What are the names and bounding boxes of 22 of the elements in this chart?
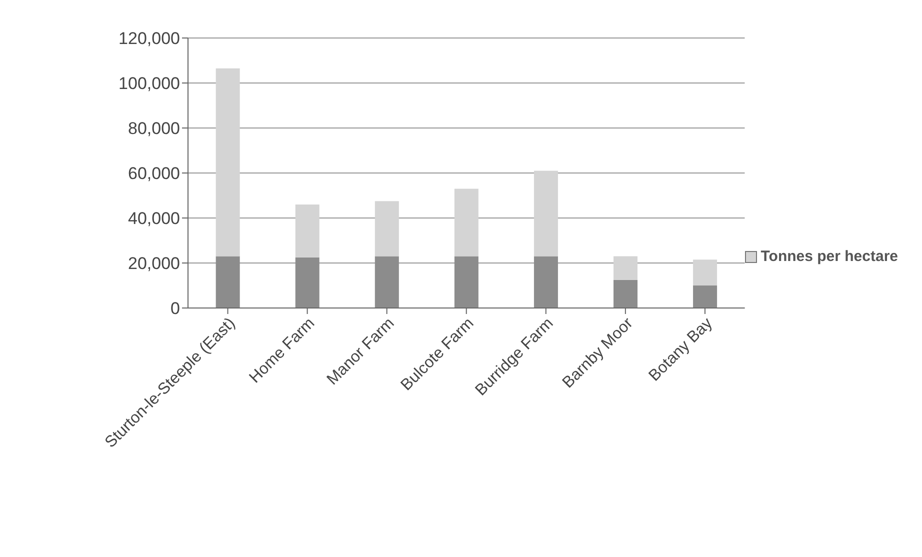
bar [295, 257, 320, 308]
bar [534, 256, 558, 308]
bar [693, 260, 718, 286]
y-tick-label: 60,000 [128, 164, 180, 184]
bar [216, 256, 240, 308]
legend-label: Tonnes per hectare [760, 248, 898, 265]
y-tick-label: 40,000 [128, 209, 180, 228]
bar [614, 280, 638, 308]
bar [534, 170, 558, 256]
bar [454, 256, 478, 308]
bar [693, 286, 718, 308]
y-tick-label: 0 [170, 299, 180, 318]
bar [295, 204, 320, 258]
y-tick-label: 120,000 [118, 29, 180, 48]
y-tick-label: 20,000 [128, 254, 180, 274]
bar [614, 256, 638, 280]
y-tick-label: 80,000 [128, 119, 180, 138]
bar [374, 256, 399, 308]
bar [216, 68, 240, 256]
y-tick-label: 100,000 [118, 74, 180, 94]
bar [374, 201, 399, 256]
bar [454, 188, 478, 256]
